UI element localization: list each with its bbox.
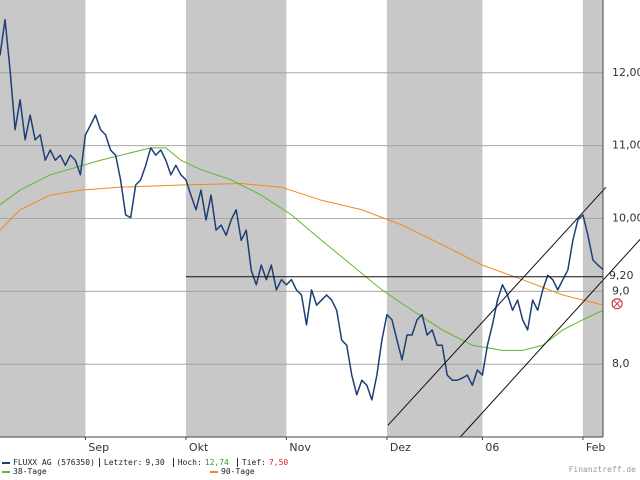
signal-marker bbox=[611, 298, 623, 310]
grid bbox=[0, 72, 603, 440]
x-tick-label: Feb bbox=[586, 441, 605, 454]
legend-row: 38-Tage 90-Tage bbox=[2, 467, 292, 476]
stat-value: 7,50 bbox=[268, 458, 289, 467]
legend: FLUXX AG (576350) Letzter: 9,30 Hoch: 12,74 T… bbox=[2, 458, 292, 476]
x-tick-label: Nov bbox=[289, 441, 311, 454]
x-tick-label: Okt bbox=[189, 441, 209, 454]
stat-value: 12,74 bbox=[204, 458, 229, 467]
y-tick-label: 9,0 bbox=[612, 284, 630, 297]
x-tick-label: 06 bbox=[485, 441, 499, 454]
stat-label: Hoch: bbox=[177, 458, 202, 467]
legend-stat: Tief: 7,50 bbox=[236, 458, 292, 467]
legend-item: 38-Tage bbox=[2, 467, 210, 476]
x-tick-label: Sep bbox=[88, 441, 109, 454]
signal-cross bbox=[613, 300, 621, 308]
lines bbox=[0, 18, 640, 438]
series-line bbox=[0, 147, 604, 351]
legend-row: FLUXX AG (576350) Letzter: 9,30 Hoch: 12,74 T… bbox=[2, 458, 292, 467]
legend-label: FLUXX AG (576350) bbox=[13, 458, 95, 467]
y-tick-label: 11,00 bbox=[612, 139, 640, 152]
trend-line bbox=[387, 186, 607, 426]
stat-value: 9,30 bbox=[145, 458, 165, 467]
legend-label: 90-Tage bbox=[221, 467, 255, 476]
stat-label: Letzter: bbox=[103, 458, 143, 467]
y-tick-label: 10,00 bbox=[612, 212, 640, 225]
legend-stat: Letzter: 9,30 bbox=[98, 458, 169, 467]
series-line bbox=[0, 18, 604, 401]
legend-swatch bbox=[2, 461, 10, 464]
x-tick-label: Dez bbox=[390, 441, 411, 454]
legend-label: 38-Tage bbox=[13, 467, 47, 476]
source: Finanztreff.de bbox=[568, 465, 636, 474]
legend-swatch bbox=[2, 470, 10, 473]
series-line bbox=[0, 183, 604, 306]
y-tick-label: 12,00 bbox=[612, 66, 640, 79]
hline-label: 9,20 bbox=[609, 269, 634, 282]
signal-circle bbox=[611, 298, 623, 310]
y-tick-label: 8,0 bbox=[612, 357, 630, 370]
legend-stat: Hoch: 12,74 bbox=[172, 458, 233, 467]
chart: Sep Okt Nov Dez 06 Feb 12,00 11,00 10,00 9,0 8,0 9,… bbox=[0, 0, 640, 454]
trend-line bbox=[459, 238, 640, 438]
legend-swatch bbox=[210, 470, 218, 473]
stat-label: Tief: bbox=[241, 458, 266, 467]
legend-item: 90-Tage bbox=[210, 467, 255, 476]
